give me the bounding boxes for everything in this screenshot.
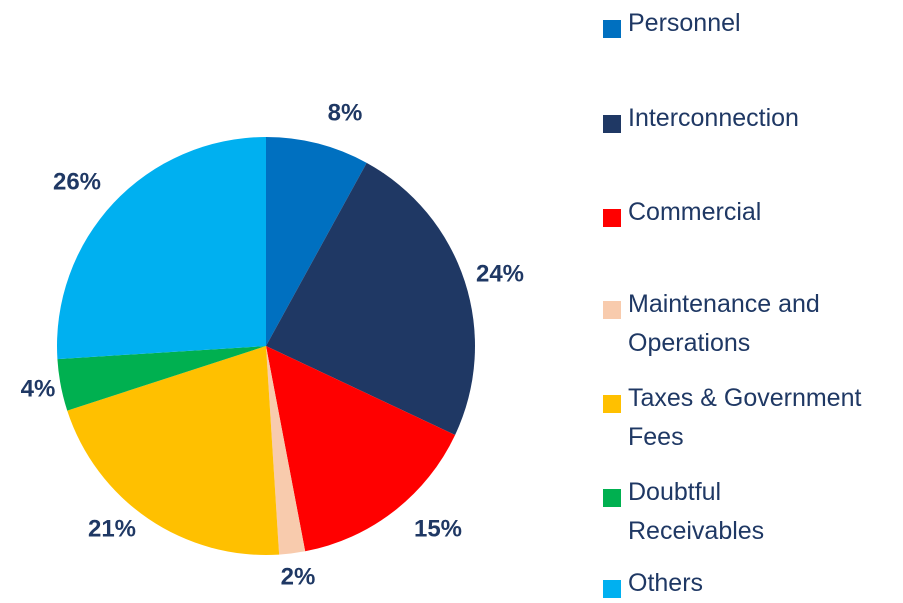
legend-label: Commercial [628,198,762,226]
legend-label: Personnel [628,9,741,37]
legend-swatch [603,580,621,598]
pie-slice [266,162,475,435]
legend-swatch [603,301,621,319]
data-label: 15% [414,515,462,542]
data-label: 24% [476,260,524,287]
legend-swatch [603,395,621,413]
pie-chart: 8% 24% 15% 2% 21% 4% 26% [21,99,524,590]
legend-label: Doubtful Receivables [628,478,765,545]
pie-slice [266,137,367,346]
legend-swatch [603,209,621,227]
legend-label: Taxes & Government Fees [628,384,862,451]
pie-slice [266,346,456,552]
pie-slice [67,346,280,555]
legend-swatch [603,20,621,38]
data-label: 21% [88,515,136,542]
pie-slice [266,346,306,555]
legend-label: Others [628,569,704,597]
pie-slice [57,346,266,411]
legend-label: Interconnection [628,104,799,132]
data-label: 26% [53,168,101,195]
legend-label: Maintenance and Operations [628,290,820,357]
pie-slice [57,137,266,360]
legend-swatch [603,489,621,507]
data-label: 4% [21,375,56,402]
legend-swatch [603,115,621,133]
data-label: 8% [328,99,363,126]
data-label: 2% [281,563,316,590]
